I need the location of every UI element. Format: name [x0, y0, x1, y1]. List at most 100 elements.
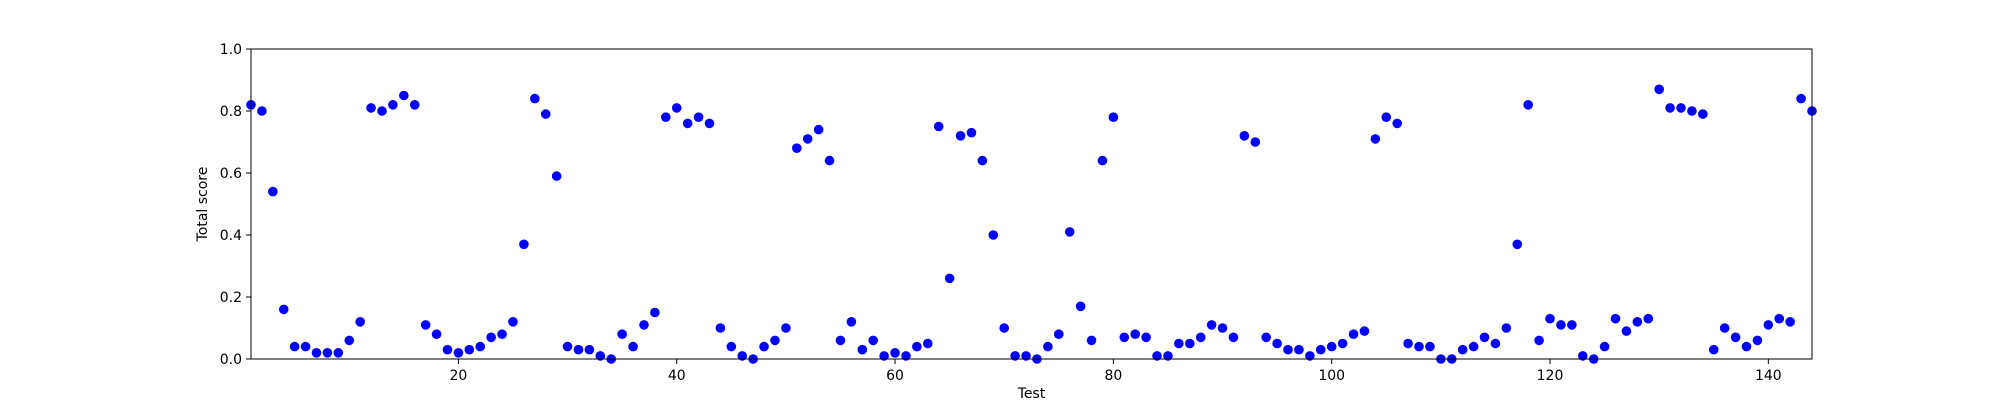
data-point — [475, 341, 486, 352]
data-point — [431, 329, 442, 340]
data-point — [1130, 329, 1141, 340]
x-axis-label: Test — [1017, 386, 1046, 400]
data-point — [1294, 344, 1304, 355]
data-point — [868, 335, 879, 346]
data-point — [519, 239, 529, 250]
x-tick-label: 140 — [1755, 368, 1782, 384]
data-point — [1152, 351, 1162, 361]
data-point — [1163, 351, 1173, 361]
data-point — [442, 344, 453, 355]
data-point — [857, 344, 868, 355]
data-point — [1698, 109, 1708, 119]
data-point — [1490, 338, 1501, 349]
data-point — [912, 341, 922, 352]
data-point — [802, 134, 813, 144]
x-tick-label: 40 — [668, 368, 686, 384]
data-point — [584, 344, 595, 355]
data-point — [835, 335, 846, 346]
data-point — [1414, 341, 1424, 352]
data-point — [1010, 351, 1020, 361]
data-point — [617, 329, 627, 340]
data-point — [661, 112, 671, 122]
y-tick-label: 0.2 — [220, 290, 242, 306]
data-point — [420, 320, 431, 330]
data-point — [846, 317, 857, 327]
y-tick-label: 0.4 — [220, 228, 242, 244]
data-point — [1665, 103, 1675, 113]
data-point — [1043, 341, 1053, 352]
data-point — [1021, 351, 1031, 361]
data-point — [1250, 137, 1261, 147]
data-point — [1064, 227, 1075, 237]
data-point — [1403, 338, 1413, 349]
data-point — [737, 351, 748, 361]
data-point — [1315, 344, 1326, 355]
data-point — [770, 335, 780, 346]
data-point — [1512, 239, 1523, 250]
data-point — [1119, 332, 1130, 343]
data-point — [1676, 103, 1686, 113]
data-point — [1621, 326, 1632, 336]
data-point — [1086, 335, 1097, 346]
data-point — [377, 106, 387, 116]
x-tick-label: 100 — [1318, 368, 1345, 384]
data-point — [551, 171, 562, 181]
data-point — [1381, 112, 1392, 122]
plot-area-frame — [250, 48, 1813, 360]
data-point — [1457, 344, 1468, 355]
data-point — [1392, 118, 1402, 129]
data-points — [246, 84, 1817, 364]
data-point — [1195, 332, 1206, 343]
data-point — [1337, 338, 1348, 349]
data-point — [508, 317, 518, 327]
data-point — [344, 335, 355, 346]
data-point — [1479, 332, 1490, 343]
data-point — [901, 351, 911, 361]
data-point — [1206, 320, 1217, 330]
data-point — [682, 118, 693, 129]
data-point — [1577, 351, 1588, 361]
data-point — [628, 341, 638, 352]
data-point — [1730, 332, 1741, 343]
data-point — [955, 131, 966, 141]
y-axis-ticks: 0.0 0.2 0.4 0.6 0.8 1.0 — [220, 42, 251, 368]
data-point — [289, 341, 300, 352]
data-point — [1796, 93, 1806, 104]
data-point — [595, 351, 606, 361]
data-point — [704, 118, 715, 129]
data-point — [879, 351, 889, 361]
data-point — [366, 103, 376, 113]
data-point — [409, 100, 420, 110]
data-point — [966, 127, 977, 138]
data-point — [1239, 131, 1250, 141]
data-point — [1687, 106, 1697, 116]
data-point — [1523, 100, 1533, 110]
data-point — [1075, 301, 1086, 312]
data-point — [1567, 320, 1577, 330]
data-point — [824, 155, 835, 166]
data-point — [540, 109, 551, 119]
data-point — [1643, 313, 1654, 324]
data-point — [278, 304, 289, 315]
data-point — [464, 344, 475, 355]
data-point — [813, 124, 824, 135]
data-point — [1228, 332, 1239, 343]
data-point — [1545, 313, 1555, 324]
data-point — [1141, 332, 1151, 343]
x-axis-ticks: 20 40 60 80 100 120 140 — [449, 359, 1782, 384]
data-point — [1359, 326, 1370, 336]
data-point — [562, 341, 573, 352]
data-point — [977, 155, 988, 166]
data-point — [1632, 317, 1643, 327]
data-point — [726, 341, 737, 352]
data-point — [988, 230, 999, 240]
data-point — [355, 317, 365, 327]
data-point — [792, 143, 802, 153]
data-point — [322, 348, 333, 358]
y-tick-label: 1.0 — [220, 42, 242, 58]
data-point — [1272, 338, 1282, 349]
data-point — [1654, 84, 1664, 95]
data-point — [1468, 341, 1479, 352]
data-point — [1610, 313, 1621, 324]
